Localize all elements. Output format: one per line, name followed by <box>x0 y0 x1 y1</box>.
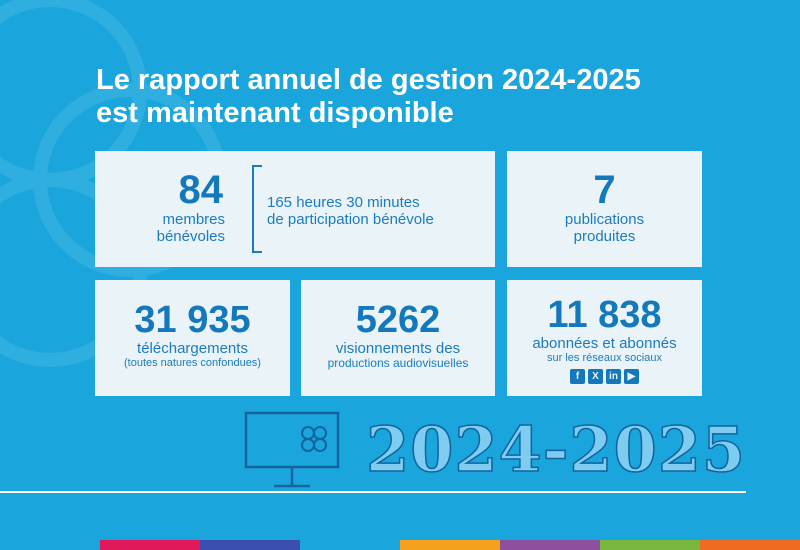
downloads-card: 31 935 téléchargements (toutes natures c… <box>95 280 290 396</box>
color-segment <box>400 540 500 550</box>
year-display: 2024-2025 <box>365 413 746 487</box>
downloads-note: (toutes natures confondues) <box>124 357 261 369</box>
x-icon[interactable]: X <box>588 369 603 384</box>
linkedin-icon[interactable]: in <box>606 369 621 384</box>
volunteers-card: 84 membres bénévoles 165 heures 30 minut… <box>95 151 495 267</box>
hours-line-1: 165 heures 30 minutes <box>267 194 420 211</box>
subscribers-label: abonnées et abonnés <box>532 335 677 352</box>
downloads-count: 31 935 <box>134 299 251 341</box>
color-segment <box>700 540 800 550</box>
youtube-icon[interactable]: ▶ <box>624 369 639 384</box>
color-segment <box>100 540 200 550</box>
volunteers-label-2: bénévoles <box>156 228 225 245</box>
publications-count: 7 <box>593 168 616 212</box>
publications-label-1: publications <box>564 211 645 228</box>
headline-line-1: Le rapport annuel de gestion 2024-2025 <box>96 64 641 96</box>
volunteers-count: 84 <box>178 168 224 212</box>
views-label-2: productions audiovisuelles <box>327 356 469 370</box>
subscribers-note: sur les réseaux sociaux <box>547 352 662 364</box>
views-label-1: visionnements des <box>335 340 461 357</box>
downloads-label: téléchargements <box>137 340 248 357</box>
monitor-icon <box>244 411 340 488</box>
subscribers-card: 11 838 abonnées et abonnés sur les résea… <box>507 280 702 396</box>
headline: Le rapport annuel de gestion 2024-2025 e… <box>96 64 776 130</box>
views-count: 5262 <box>355 299 441 341</box>
publications-card: 7 publications produites <box>507 151 702 267</box>
headline-line-2: est maintenant disponible <box>96 97 454 129</box>
color-segment <box>600 540 700 550</box>
color-segment <box>0 540 100 550</box>
color-segment <box>500 540 600 550</box>
hours-line-2: de participation bénévole <box>267 211 434 228</box>
color-bar <box>0 540 800 550</box>
subscribers-count: 11 838 <box>547 294 662 336</box>
facebook-icon[interactable]: f <box>570 369 585 384</box>
color-segment <box>200 540 300 550</box>
color-segment <box>300 540 400 550</box>
publications-label-2: produites <box>573 228 636 245</box>
social-icons: f X in ▶ <box>507 369 702 384</box>
views-card: 5262 visionnements des productions audio… <box>301 280 495 396</box>
divider-line <box>0 491 746 493</box>
bracket-divider <box>252 165 262 253</box>
volunteers-label-1: membres <box>162 211 225 228</box>
